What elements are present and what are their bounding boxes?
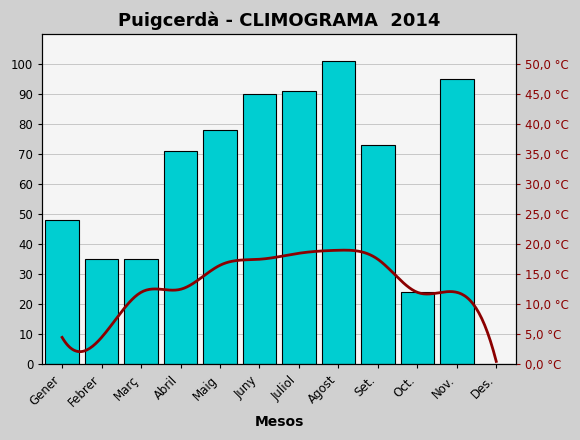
X-axis label: Mesos: Mesos [255,415,304,429]
Bar [322,61,355,364]
Bar [85,259,118,364]
Bar [45,220,79,364]
Bar [124,259,158,364]
Bar [242,94,276,364]
Bar [203,130,237,364]
Title: Puigcerdà - CLIMOGRAMA  2014: Puigcerdà - CLIMOGRAMA 2014 [118,11,440,29]
Bar [401,292,434,364]
Bar [282,91,316,364]
Bar [440,79,473,364]
Bar [361,145,394,364]
Bar [164,151,197,364]
